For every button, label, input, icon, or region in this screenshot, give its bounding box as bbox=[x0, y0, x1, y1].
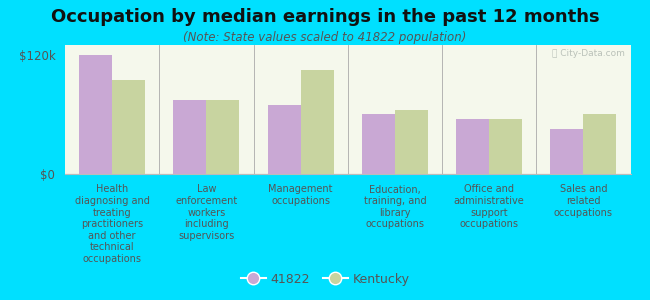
Bar bbox=[362, 115, 395, 174]
Bar bbox=[112, 80, 145, 174]
Text: Occupation by median earnings in the past 12 months: Occupation by median earnings in the pas… bbox=[51, 8, 599, 26]
Text: (Note: State values scaled to 41822 population): (Note: State values scaled to 41822 popu… bbox=[183, 32, 467, 44]
Bar bbox=[584, 115, 616, 174]
Bar bbox=[395, 110, 428, 174]
Bar bbox=[456, 119, 489, 174]
Bar bbox=[268, 104, 300, 174]
Text: Sales and
related
occupations: Sales and related occupations bbox=[554, 184, 613, 218]
Text: Education,
training, and
library
occupations: Education, training, and library occupat… bbox=[363, 184, 426, 229]
Bar bbox=[551, 129, 584, 174]
Legend: 41822, Kentucky: 41822, Kentucky bbox=[235, 268, 415, 291]
Bar bbox=[79, 55, 112, 174]
Text: Ⓡ City-Data.com: Ⓡ City-Data.com bbox=[552, 49, 625, 58]
Text: Office and
administrative
support
occupations: Office and administrative support occupa… bbox=[454, 184, 525, 229]
Text: Health
diagnosing and
treating
practitioners
and other
technical
occupations: Health diagnosing and treating practitio… bbox=[75, 184, 150, 264]
Text: Law
enforcement
workers
including
supervisors: Law enforcement workers including superv… bbox=[176, 184, 237, 241]
Bar bbox=[207, 100, 239, 174]
Bar bbox=[174, 100, 207, 174]
Bar bbox=[300, 70, 333, 174]
Text: Management
occupations: Management occupations bbox=[268, 184, 333, 206]
Bar bbox=[489, 119, 522, 174]
